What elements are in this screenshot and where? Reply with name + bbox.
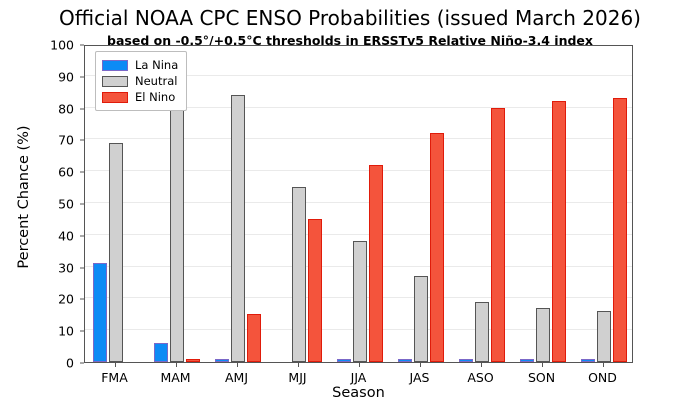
y-axis-tick-label: 30 [58,260,74,276]
chart-title: Official NOAA CPC ENSO Probabilities (is… [59,6,641,30]
bar [413,276,428,362]
x-axis-tick-label: FMA [101,370,128,385]
x-axis-tick-label: SON [527,370,556,385]
gridline [85,138,632,140]
x-axis-tick-label: JAS [409,370,430,385]
bar [580,358,595,362]
x-axis-tick-mark [236,363,238,367]
bar [185,358,200,362]
bar-group [92,46,139,362]
y-axis-tick-mark [80,76,84,78]
y-axis-tick-mark [80,139,84,141]
gridline [85,202,632,203]
y-axis-tick-mark [80,362,84,364]
x-axis-tick-mark [175,363,177,367]
y-axis-tick-mark [80,330,84,332]
x-axis-tick-mark [602,363,604,367]
bar-group [153,46,200,362]
y-axis-tick-mark [80,171,84,173]
x-axis-tick-mark [297,363,299,367]
bar-group [519,46,566,362]
y-axis-tick-label: 100 [50,37,74,53]
y-axis-tick-label: 60 [58,164,74,180]
y-axis-tick-mark [80,203,84,205]
y-axis-tick-mark [80,235,84,237]
gridline [85,106,632,108]
x-axis-tick-mark [419,363,421,367]
y-axis-tick-label: 20 [58,291,74,307]
bar [429,133,444,362]
y-axis-tick-label: 70 [58,132,74,148]
x-axis-tick-label: OND [588,370,617,385]
legend-swatch-icon [102,59,128,71]
bar [596,311,611,362]
x-axis-tick-label: AMJ [224,370,249,385]
bar [474,301,489,362]
bar [230,94,245,362]
y-axis-tick-mark [80,44,84,46]
x-axis-tick-mark [480,363,482,367]
legend-item: Neutral [102,73,178,89]
bar [352,241,367,362]
bars-layer [85,46,632,362]
legend: La Nina Neutral El Nino [95,51,188,111]
bar [551,101,566,362]
y-axis-tick-label: 0 [66,355,74,371]
bar-group [397,46,444,362]
bar [535,307,550,362]
chart-subtitle: based on -0.5°/+0.5°C thresholds in ERSS… [107,33,593,48]
bar-group [458,46,505,362]
legend-item-label: Neutral [135,74,178,88]
gridline [85,170,632,172]
x-axis-tick-mark [358,363,360,367]
legend-item: El Nino [102,89,178,105]
y-axis-tick-label: 80 [58,101,74,117]
bar [458,358,473,362]
x-axis-tick-label: MAM [160,370,191,385]
x-axis: FMA MAM AMJ MJJ JJA JAS ASO SON OND [84,363,633,389]
bar [108,142,123,362]
legend-item-label: La Nina [135,58,179,72]
bar [307,218,322,362]
gridline [85,74,632,76]
y-axis-tick-mark [80,267,84,269]
y-axis-tick-mark [80,298,84,300]
legend-swatch-icon [102,91,128,103]
x-axis-label: Season [332,385,385,401]
legend-item-label: El Nino [135,90,176,104]
bar [291,187,306,362]
x-axis-tick-label: JJA [350,370,367,385]
bar-group [214,46,261,362]
bar-group [276,46,322,362]
bar [153,342,168,362]
bar-group [336,46,383,362]
x-axis-tick-label: MJJ [288,370,307,385]
bar-group [580,46,627,362]
gridline [85,233,632,235]
y-axis-tick-label: 10 [58,323,74,339]
legend-swatch-icon [102,75,128,87]
bar [490,107,505,362]
bar [336,358,351,362]
bar [368,164,383,362]
x-axis-tick-label: ASO [467,370,494,385]
bar [92,263,107,362]
y-axis-tick-label: 50 [58,196,74,212]
bar [246,314,261,362]
bar [612,98,627,362]
y-axis-tick-label: 90 [58,69,74,85]
y-axis-tick-label: 40 [58,228,74,244]
legend-item: La Nina [102,57,178,73]
bar [519,358,534,362]
y-axis-tick-mark [80,108,84,110]
y-axis: 0 10 20 30 40 50 60 70 80 90 100 [0,38,84,371]
x-axis-tick-mark [541,363,543,367]
bar [397,358,412,362]
x-axis-tick-mark [114,363,116,367]
y-axis-label: Percent Chance (%) [16,125,32,269]
bar [214,358,229,362]
